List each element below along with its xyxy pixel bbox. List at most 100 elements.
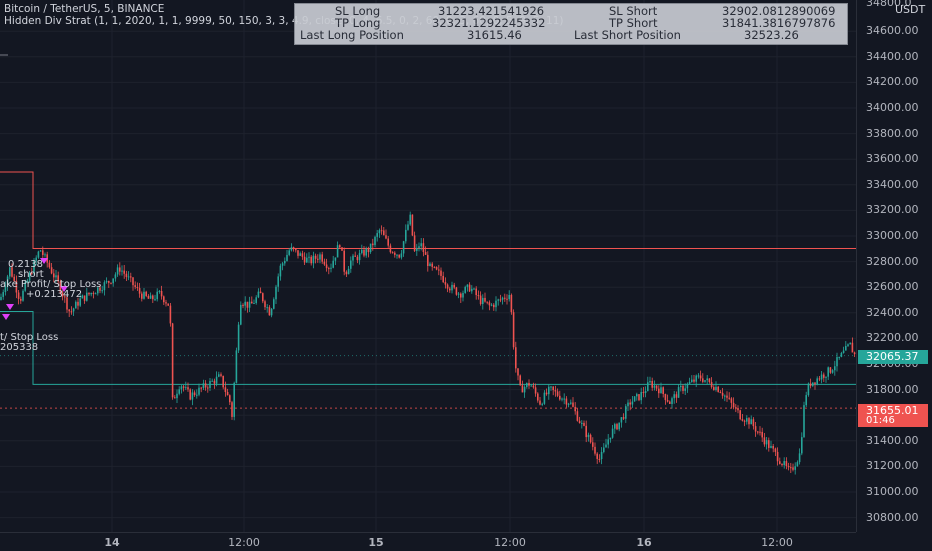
candle-body (396, 254, 398, 256)
candle-body (816, 378, 818, 385)
candle-body (611, 428, 614, 438)
candle-body (743, 420, 746, 422)
candle-body (812, 382, 814, 386)
candle-body (180, 386, 183, 390)
candle-body (213, 380, 216, 384)
candle-body (110, 282, 112, 284)
candle-body (90, 292, 92, 295)
candle-body (420, 243, 422, 247)
candle-body (849, 342, 851, 345)
candle-body (218, 374, 220, 377)
candle-body (636, 394, 638, 397)
candle-body (735, 407, 737, 409)
candle-body (550, 386, 552, 388)
candle-body (101, 290, 103, 292)
short-signal-marker (6, 304, 14, 310)
candle-body (86, 292, 88, 301)
short-signal-marker (40, 258, 48, 264)
candle-body (477, 295, 480, 297)
candle-body (506, 298, 508, 300)
candle-body (460, 293, 462, 298)
last-long-label: Last Long Position (300, 28, 404, 42)
candle-body (48, 262, 51, 268)
price-tick: 32200.00 (866, 331, 919, 345)
candle-body (363, 249, 365, 256)
candle-body (158, 291, 161, 293)
candle-body (438, 269, 440, 271)
candle-body (321, 254, 323, 262)
candle-body (746, 418, 748, 422)
candle-body (446, 284, 449, 289)
candle-body (578, 420, 581, 423)
candle-body (266, 307, 268, 309)
price-tick: 31200.00 (866, 459, 919, 473)
candle-body (677, 387, 680, 398)
candle-body (6, 276, 9, 287)
candle-body (114, 274, 117, 279)
candle-body (825, 376, 827, 378)
candle-body (127, 276, 130, 278)
candle-body (609, 437, 612, 440)
candle-body (739, 410, 741, 420)
candle-body (211, 380, 213, 382)
candle-body (475, 288, 477, 296)
candle-body (486, 301, 488, 303)
candle-body (548, 386, 550, 395)
candle-body (59, 281, 62, 293)
candle-body (523, 386, 526, 393)
candle-body (196, 394, 198, 396)
candle-body (541, 403, 543, 405)
candle-body (11, 267, 13, 277)
candle-body (671, 398, 673, 404)
candle-body (603, 447, 605, 453)
price-axis[interactable]: 34800.0 34600.00 34400.00 34200.00 34000.00… (856, 0, 932, 532)
candle-body (556, 391, 559, 396)
chart-plot-area[interactable]: Bitcoin / TetherUS, 5, BINANCE Hidden Di… (0, 0, 856, 532)
symbol-legend[interactable]: Bitcoin / TetherUS, 5, BINANCE (4, 3, 165, 15)
annotation-profit: +0.213472 (26, 289, 83, 300)
candle-body (847, 344, 849, 346)
candle-body (169, 305, 172, 324)
candle-body (809, 383, 812, 386)
currency-label[interactable]: USDT (895, 3, 926, 16)
candle-body (686, 383, 689, 389)
candle-body (372, 243, 374, 246)
strategy-stats-table: SL Long 31223.421541926 SL Short 32902.0… (294, 3, 848, 45)
candle-body (831, 370, 834, 373)
price-tick: 31400.00 (866, 433, 919, 447)
time-axis[interactable]: 14 12:00 15 12:00 16 12:00 (0, 532, 856, 551)
time-tick: 12:00 (228, 536, 260, 549)
candle-body (433, 266, 436, 268)
candle-body (64, 296, 66, 298)
candle-body (684, 388, 686, 391)
candle-body (24, 282, 26, 291)
candle-body (116, 267, 119, 275)
candlestick-chart[interactable] (0, 0, 856, 532)
candle-body (801, 437, 803, 454)
candle-body (431, 263, 433, 267)
candle-body (530, 385, 532, 387)
candle-body (222, 375, 224, 388)
candle-body (442, 275, 444, 283)
candle-body (257, 291, 260, 298)
annotation-value: 0.2138 (8, 259, 43, 270)
candle-body (361, 249, 363, 254)
candle-body (44, 254, 46, 256)
candle-body (455, 287, 458, 295)
candle-body (581, 422, 583, 424)
candle-body (673, 394, 675, 399)
candle-body (721, 392, 724, 396)
candle-body (317, 258, 319, 260)
candle-body (132, 277, 134, 286)
sl-short-value: 32902.0812890069 (722, 4, 836, 18)
short-signal-marker (2, 314, 10, 320)
candle-body (163, 296, 165, 303)
candle-body (462, 292, 464, 298)
candle-body (299, 253, 301, 256)
candle-body (691, 379, 693, 383)
candle-body (28, 272, 31, 281)
candle-body (779, 461, 781, 464)
candle-body (33, 260, 35, 274)
candle-body (352, 255, 354, 261)
candle-body (629, 402, 631, 405)
